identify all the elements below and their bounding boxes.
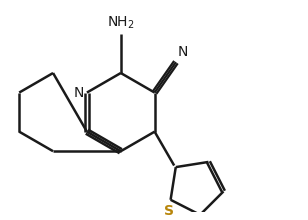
Text: S: S (164, 204, 174, 218)
Text: N: N (178, 45, 188, 59)
Text: N: N (73, 86, 84, 100)
Text: NH$_2$: NH$_2$ (107, 15, 135, 31)
